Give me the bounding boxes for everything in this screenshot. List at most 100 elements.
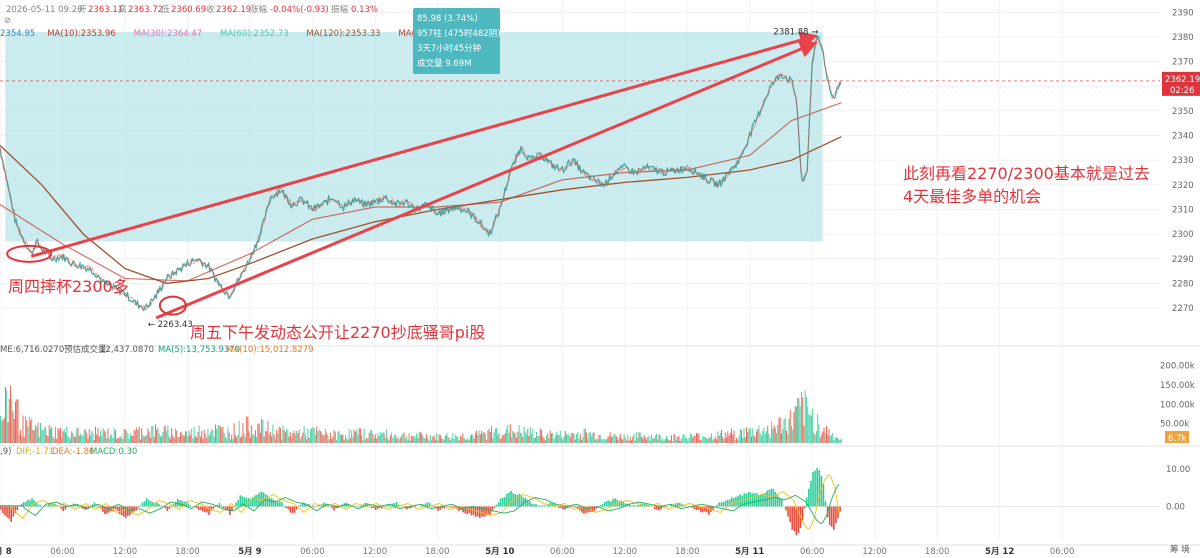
macd-bar — [52, 503, 54, 507]
volume-bar — [608, 436, 610, 443]
volume-bar — [419, 431, 421, 443]
volume-bar — [131, 436, 133, 443]
volume-bar — [17, 399, 19, 443]
macd-bar — [539, 505, 541, 507]
macd-bar — [549, 502, 552, 507]
header-amplitude-label: 振幅 — [331, 4, 349, 15]
hide-icon[interactable]: ⊘ — [4, 16, 11, 26]
volume-bar — [778, 417, 780, 443]
volume-bar — [720, 429, 722, 443]
macd-bar — [497, 502, 500, 507]
ma-legend: 2354.95 MA(10):2353.96 MA(30):2364.47 MA(60… — [0, 29, 472, 39]
volume-bar — [784, 417, 786, 443]
volume-bar — [703, 436, 705, 443]
volume-bar — [292, 433, 294, 443]
volume-bar — [369, 430, 371, 443]
header-open: 2363.11 — [88, 5, 123, 15]
volume-bar — [587, 439, 589, 443]
macd-bar — [256, 495, 258, 507]
volume-bar — [529, 427, 531, 443]
volume-bar — [752, 428, 754, 443]
macd-bar — [481, 506, 483, 517]
volume-bar — [494, 428, 496, 443]
volume-bar — [403, 432, 405, 443]
macd-bar — [585, 506, 587, 513]
macd-bar — [606, 500, 608, 507]
volume-bar — [805, 396, 807, 443]
volume-bar — [158, 433, 160, 443]
volume-bar — [760, 436, 762, 443]
volume-bar — [531, 434, 533, 443]
macd-bar — [372, 506, 375, 509]
macd-bar — [493, 506, 496, 508]
volume-bar — [216, 428, 218, 443]
volume-bar — [718, 435, 720, 443]
volume-bar — [692, 437, 694, 443]
volume-bar — [281, 439, 283, 443]
macd-bar — [768, 489, 771, 507]
macd-bar — [712, 506, 714, 510]
volume-bar — [52, 436, 54, 443]
volume-bar — [327, 435, 329, 443]
volume-bar — [96, 434, 98, 443]
volume-bar — [794, 405, 796, 443]
volume-bar — [13, 418, 15, 443]
macd-bar — [64, 506, 67, 510]
volume-bar — [242, 423, 244, 443]
volume-bar — [609, 432, 611, 443]
time-tick: 12:00 — [113, 547, 138, 557]
volume-bar — [662, 438, 664, 443]
macd-bar — [231, 506, 233, 511]
macd-bar — [491, 506, 494, 512]
macd-bar — [653, 506, 656, 510]
volume-bar — [129, 433, 131, 443]
volume-bar — [539, 428, 541, 443]
macd-bar — [118, 506, 121, 514]
volume-bar — [264, 431, 266, 443]
volume-bar — [354, 431, 356, 443]
volume-bar — [755, 431, 757, 443]
volume-bar — [394, 434, 396, 443]
volume-bar — [237, 435, 239, 443]
macd-bar — [628, 504, 631, 507]
volume-bar — [702, 436, 704, 443]
macd-bar — [158, 504, 160, 507]
macd-bar — [114, 506, 117, 510]
volume-bar — [299, 439, 301, 443]
macd-bar — [753, 493, 756, 507]
volume-bar — [189, 434, 191, 443]
macd-bar — [620, 500, 623, 507]
macd-bar — [241, 496, 244, 507]
time-tick: 5月 12 — [985, 547, 1014, 557]
volume-bar — [728, 435, 730, 443]
volume-bar — [533, 438, 535, 443]
volume-bar — [184, 431, 186, 443]
macd-bar — [483, 506, 485, 517]
macd-bar — [818, 470, 821, 507]
volume-bar — [367, 438, 369, 443]
volume-bar — [166, 430, 168, 443]
macd-bar — [235, 502, 237, 507]
volume-bar — [601, 439, 603, 443]
macd-bar — [647, 504, 650, 507]
volume-bar — [371, 429, 373, 443]
macd-bar — [81, 506, 83, 509]
volume-current-badge — [1165, 431, 1189, 443]
volume-bar — [627, 434, 629, 443]
macd-bar — [708, 506, 710, 515]
volume-bar — [144, 435, 146, 443]
volume-bar — [177, 437, 179, 443]
volume-bar — [574, 439, 576, 443]
macd-bar — [691, 506, 694, 508]
macd-bar — [553, 504, 556, 507]
volume-bar — [626, 440, 628, 443]
volume-bar — [404, 438, 406, 443]
volume-bar — [109, 435, 111, 443]
macd-bar — [8, 506, 10, 519]
volume-bar — [191, 428, 193, 443]
volume-bar — [308, 437, 310, 443]
macd-bar — [239, 495, 242, 507]
volume-bar — [604, 439, 606, 443]
volume-current: 6.7k — [1168, 434, 1187, 444]
